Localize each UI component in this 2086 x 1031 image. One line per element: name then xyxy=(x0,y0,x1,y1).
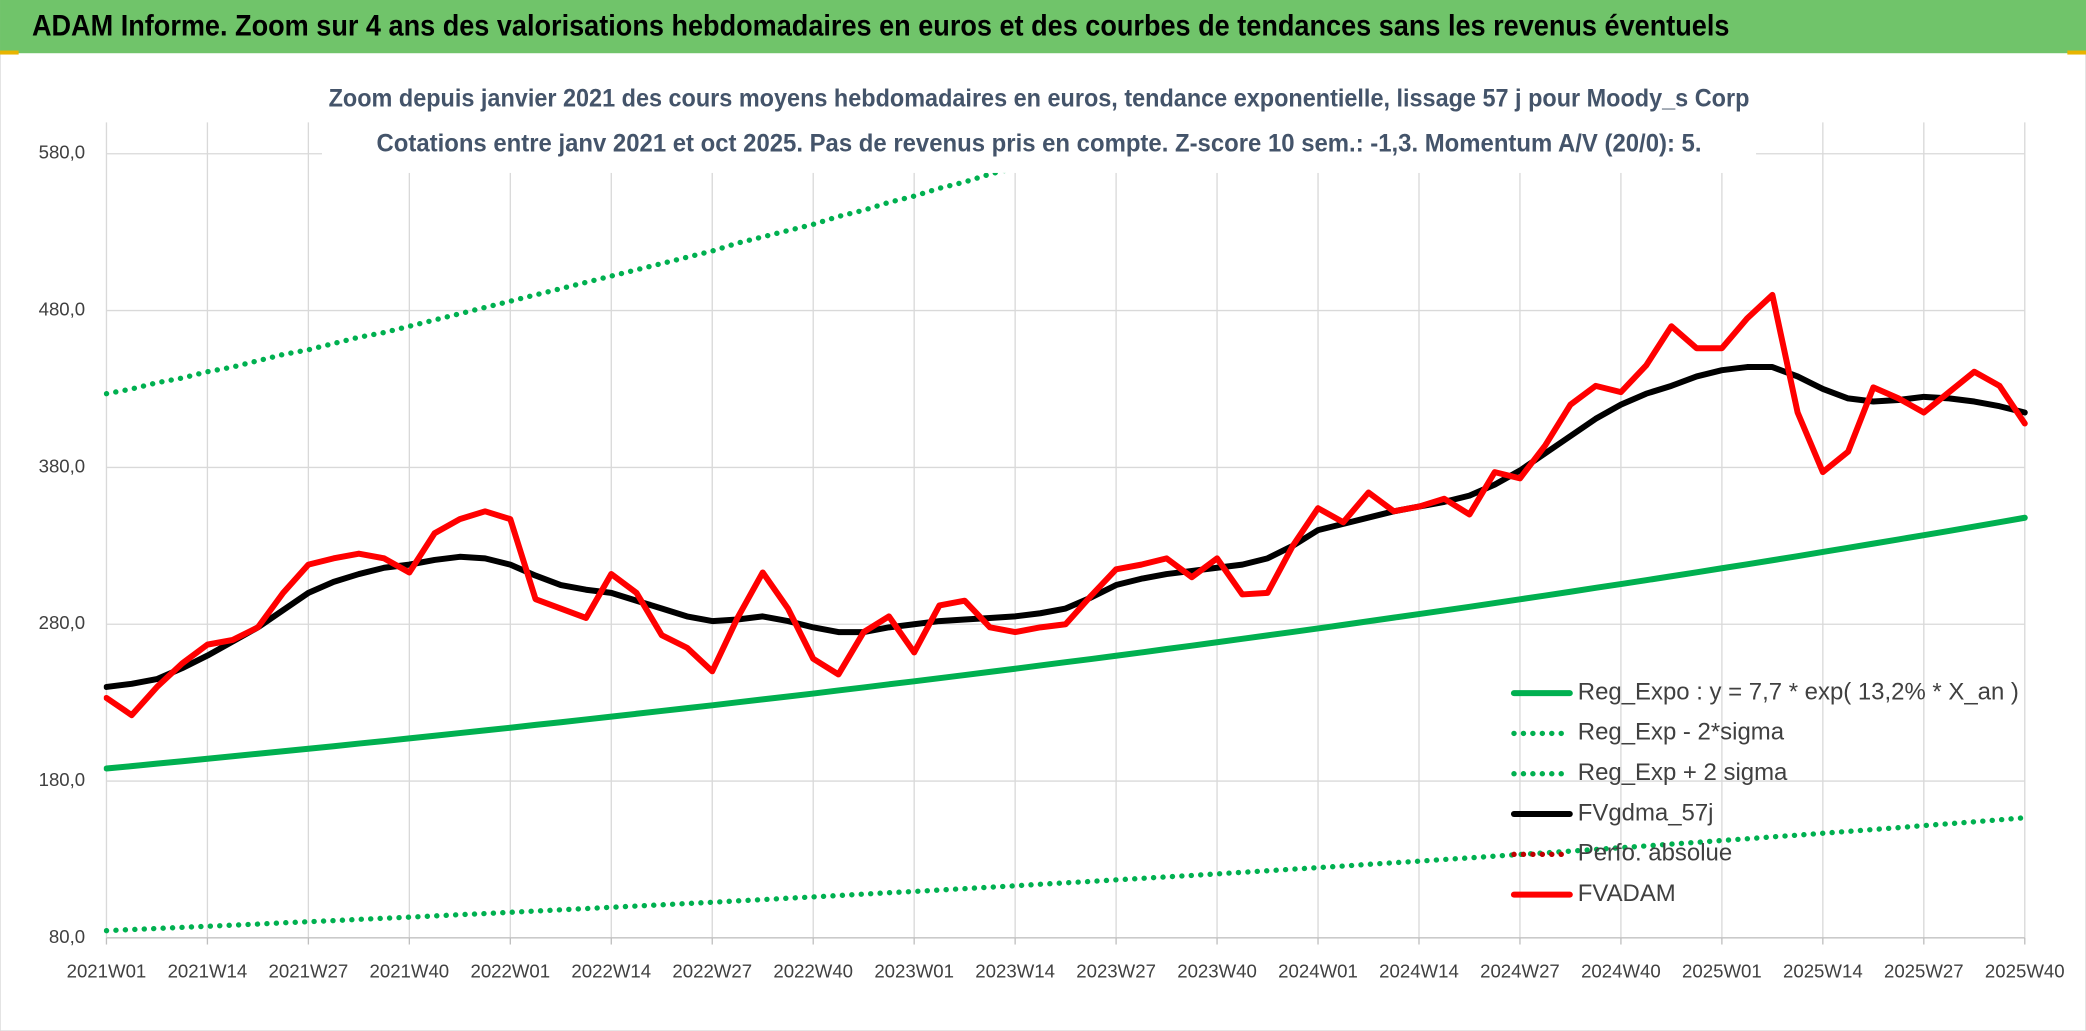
title-box xyxy=(321,77,1757,173)
banner-bar xyxy=(0,0,2086,54)
chart-subtitle: Cotations entre janv 2021 et oct 2025. P… xyxy=(377,130,1702,158)
legend-label: Perfo. absolue xyxy=(1578,840,1732,867)
y-tick-label: 380,0 xyxy=(39,455,86,476)
x-tick-label: 2022W14 xyxy=(571,960,651,981)
x-tick-label: 2023W01 xyxy=(874,960,954,981)
legend-label: FVADAM xyxy=(1578,880,1676,907)
legend-label: Reg_Exp - 2*sigma xyxy=(1578,719,1785,746)
legend: Reg_Expo : y = 7,7 * exp( 13,2% * X_an )… xyxy=(1510,678,2019,907)
series-line xyxy=(103,514,2028,772)
y-tick-label: 180,0 xyxy=(39,769,86,790)
x-tick-label: 2023W14 xyxy=(975,960,1055,981)
x-tick-label: 2025W01 xyxy=(1682,960,1762,981)
x-tick-label: 2021W01 xyxy=(67,960,147,981)
x-tick-label: 2024W27 xyxy=(1480,960,1560,981)
x-tick-label: 2025W40 xyxy=(1985,960,2065,981)
x-tick-label: 2022W27 xyxy=(672,960,752,981)
x-tick-label: 2024W14 xyxy=(1379,960,1459,981)
y-tick-label: 280,0 xyxy=(39,612,86,633)
x-tick-label: 2022W40 xyxy=(773,960,853,981)
y-tick-label: 480,0 xyxy=(39,299,86,320)
x-tick-label: 2024W01 xyxy=(1278,960,1358,981)
legend-label: Reg_Expo : y = 7,7 * exp( 13,2% * X_an ) xyxy=(1578,678,2019,705)
plot-lines xyxy=(103,122,2028,934)
x-tick-label: 2025W14 xyxy=(1783,960,1863,981)
banner-accent xyxy=(2067,50,2086,55)
series-line xyxy=(103,364,2028,690)
y-tick-label: 80,0 xyxy=(49,926,85,947)
banner-title: ADAM Informe. Zoom sur 4 ans des valoris… xyxy=(32,11,1729,43)
y-tick-label: 580,0 xyxy=(39,142,86,163)
legend-label: Reg_Exp + 2 sigma xyxy=(1578,759,1788,786)
x-tick-label: 2021W27 xyxy=(269,960,349,981)
x-tick-label: 2024W40 xyxy=(1581,960,1661,981)
x-tick-label: 2023W27 xyxy=(1076,960,1156,981)
x-tick-label: 2022W01 xyxy=(470,960,550,981)
series-line xyxy=(103,815,2028,934)
chart-title: Zoom depuis janvier 2021 des cours moyen… xyxy=(329,84,1750,112)
axes: 80,0 180,0 280,0 380,0 480,0 580,0 2021W01 2021… xyxy=(39,142,2065,982)
x-tick-label: 2023W40 xyxy=(1177,960,1257,981)
x-tick-label: 2025W27 xyxy=(1884,960,1964,981)
x-tick-label: 2021W40 xyxy=(370,960,450,981)
banner-accent xyxy=(0,50,19,55)
x-tick-label: 2021W14 xyxy=(168,960,248,981)
legend-label: FVgdma_57j xyxy=(1578,799,1714,826)
series-line xyxy=(103,291,2028,719)
